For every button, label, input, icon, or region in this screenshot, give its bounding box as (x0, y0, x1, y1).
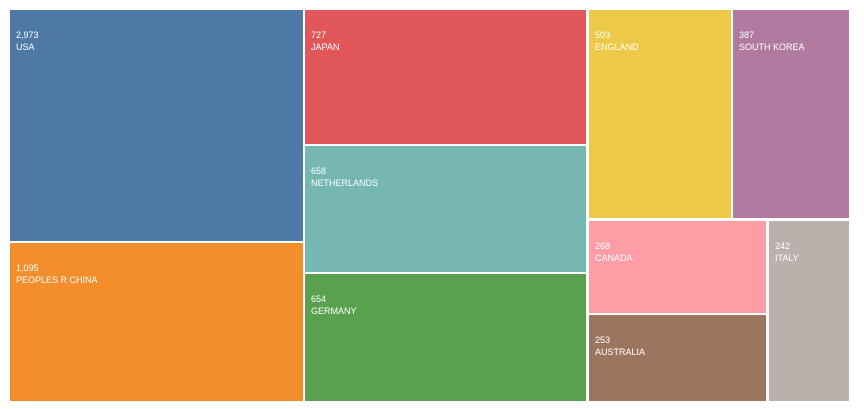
tile-usa[interactable]: 2,973 USA (10, 10, 303, 241)
tile-value-canada: 268 (595, 241, 611, 251)
tile-value-peoples-r-china: 1,095 (16, 263, 39, 273)
tile-canada[interactable]: 268 CANADA (589, 221, 766, 313)
tile-value-england: 503 (595, 30, 611, 40)
tile-label-usa: USA (16, 42, 35, 52)
tile-south-korea[interactable]: 387 SOUTH KOREA (733, 10, 849, 218)
tile-netherlands[interactable]: 658 NETHERLANDS (305, 146, 586, 272)
tile-germany[interactable]: 654 GERMANY (305, 274, 586, 401)
tile-value-netherlands: 658 (311, 166, 327, 176)
tile-label-south-korea: SOUTH KOREA (739, 42, 805, 52)
tile-value-australia: 253 (595, 335, 611, 345)
tile-label-germany: GERMANY (311, 306, 357, 316)
tile-label-japan: JAPAN (311, 42, 340, 52)
tile-label-canada: CANADA (595, 253, 633, 263)
tile-england[interactable]: 503 ENGLAND (589, 10, 731, 218)
tile-japan[interactable]: 727 JAPAN (305, 10, 586, 144)
tile-value-south-korea: 387 (739, 30, 755, 40)
tile-value-germany: 654 (311, 294, 327, 304)
tile-peoples-r-china[interactable]: 1,095 PEOPLES R CHINA (10, 243, 303, 401)
tile-value-japan: 727 (311, 30, 327, 40)
tile-value-usa: 2,973 (16, 30, 39, 40)
tile-italy[interactable]: 242 ITALY (769, 221, 849, 401)
tile-label-netherlands: NETHERLANDS (311, 178, 379, 188)
tile-value-italy: 242 (775, 241, 791, 251)
tile-label-peoples-r-china: PEOPLES R CHINA (16, 275, 98, 285)
tile-australia[interactable]: 253 AUSTRALIA (589, 315, 766, 401)
tile-label-italy: ITALY (775, 253, 799, 263)
tile-label-england: ENGLAND (595, 42, 639, 52)
tile-label-australia: AUSTRALIA (595, 347, 646, 357)
